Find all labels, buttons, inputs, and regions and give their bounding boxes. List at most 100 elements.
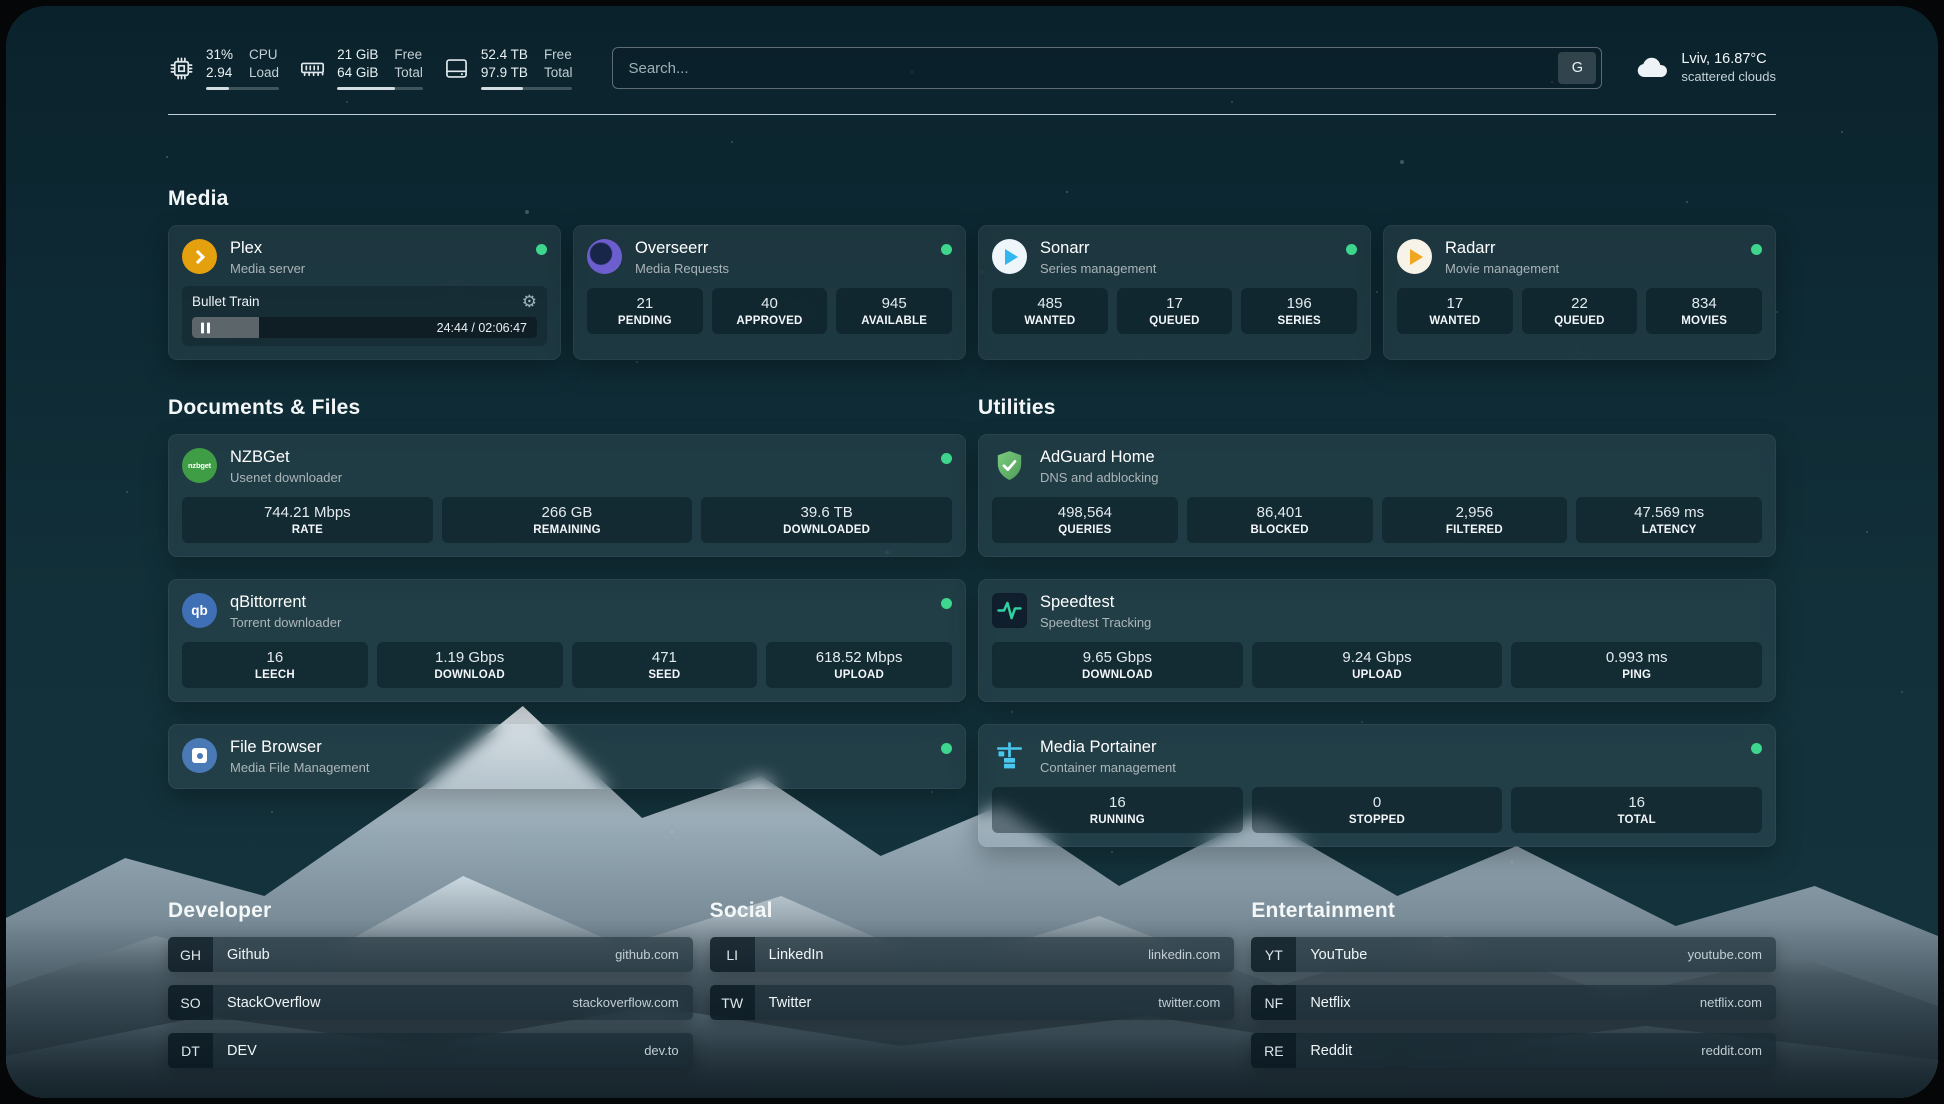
stat-label: LATENCY: [1641, 524, 1697, 536]
adguard-card[interactable]: AdGuard Home DNS and adblocking 498,564 …: [978, 434, 1776, 557]
stat-value: 498,564: [1057, 504, 1112, 521]
plex-card[interactable]: Plex Media server Bullet Train ⚙ 24:44 /…: [168, 225, 561, 360]
gear-icon[interactable]: ⚙: [521, 292, 537, 311]
bookmark-stackoverflow[interactable]: SO StackOverflow stackoverflow.com: [168, 985, 693, 1020]
snow-speckles: [6, 6, 8, 8]
memory-total-value: 64 GiB: [337, 65, 379, 80]
stat-label: AVAILABLE: [861, 315, 928, 327]
cpu-load-value: 2.94: [206, 65, 233, 80]
search-input[interactable]: [628, 59, 1559, 77]
disk-icon: [443, 55, 470, 82]
stat-value: 196: [1286, 295, 1312, 312]
cpu-usage-bar: [206, 87, 280, 91]
sonarr-name: Sonarr: [1040, 239, 1090, 257]
qbittorrent-icon: qb: [182, 593, 217, 628]
stat-upload: 618.52 Mbps UPLOAD: [766, 642, 952, 688]
bookmark-name: Twitter: [768, 994, 812, 1011]
stat-value: 16: [266, 649, 284, 666]
playback-time: 24:44 / 02:06:47: [436, 320, 527, 335]
dashboard-screen: 31% 2.94 CPU Load: [6, 6, 1938, 1098]
stat-label: DOWNLOAD: [1082, 669, 1153, 681]
bookmark-group-entertainment: Entertainment YT YouTube youtube.com NF …: [1251, 899, 1776, 1068]
bookmark-name: Reddit: [1310, 1042, 1353, 1059]
portainer-description: Container management: [1040, 760, 1176, 775]
search-provider-button[interactable]: G: [1558, 52, 1597, 84]
documents-column: Documents & Files nzbget NZBGet Usenet d…: [168, 396, 966, 847]
speedtest-card[interactable]: Speedtest Speedtest Tracking 9.65 Gbps D…: [978, 579, 1776, 702]
bookmark-youtube[interactable]: YT YouTube youtube.com: [1251, 937, 1776, 972]
bookmark-linkedin[interactable]: LI LinkedIn linkedin.com: [709, 937, 1235, 972]
nzbget-card[interactable]: nzbget NZBGet Usenet downloader 744.21 M…: [168, 434, 966, 557]
stat-available: 945 AVAILABLE: [836, 288, 952, 334]
stat-label: RATE: [291, 524, 323, 536]
stat-label: PING: [1622, 669, 1652, 681]
bookmark-abbr: LI: [709, 937, 755, 972]
bookmark-twitter[interactable]: TW Twitter twitter.com: [709, 985, 1235, 1020]
filebrowser-description: Media File Management: [230, 760, 370, 775]
cpu-label: CPU: [249, 46, 278, 62]
stat-download: 1.19 Gbps DOWNLOAD: [376, 642, 563, 688]
overseerr-card[interactable]: Overseerr Media Requests 21 PENDING 40 A…: [573, 225, 966, 360]
weather-condition: scattered clouds: [1681, 68, 1776, 84]
stat-label: SERIES: [1277, 315, 1321, 327]
disk-widget: 52.4 TB 97.9 TB Free Total: [443, 46, 573, 91]
stat-movies: 834 MOVIES: [1646, 288, 1762, 334]
stat-leech: 16 LEECH: [182, 642, 368, 688]
bookmark-abbr: TW: [709, 985, 755, 1020]
sonarr-description: Series management: [1040, 261, 1157, 276]
bookmark-github[interactable]: GH Github github.com: [168, 937, 693, 972]
section-title-media: Media: [168, 187, 229, 210]
memory-icon: [299, 55, 326, 82]
nzbget-status-dot: [941, 453, 952, 464]
adguard-icon: [992, 448, 1027, 483]
bookmark-domain: dev.to: [644, 1043, 679, 1058]
stat-value: 9.65 Gbps: [1082, 649, 1152, 666]
disk-free-label: Free: [543, 46, 572, 62]
overseerr-status-dot: [941, 244, 952, 255]
stat-value: 834: [1691, 295, 1717, 312]
qbittorrent-description: Torrent downloader: [230, 615, 342, 630]
search-bar[interactable]: G: [612, 47, 1603, 89]
stat-queued: 22 QUEUED: [1521, 288, 1638, 334]
radarr-description: Movie management: [1445, 261, 1560, 276]
resource-widgets: 31% 2.94 CPU Load: [168, 46, 573, 91]
bookmark-reddit[interactable]: RE Reddit reddit.com: [1251, 1033, 1776, 1068]
stat-value: 618.52 Mbps: [815, 649, 903, 666]
speedtest-description: Speedtest Tracking: [1040, 615, 1152, 630]
weather-location: Lviv, 16.87°C: [1681, 51, 1767, 68]
weather-widget: Lviv, 16.87°C scattered clouds: [1634, 50, 1776, 86]
bookmark-name: DEV: [227, 1042, 257, 1059]
memory-usage-bar: [337, 87, 423, 91]
qbittorrent-card[interactable]: qb qBittorrent Torrent downloader 16 LEE…: [168, 579, 966, 702]
stat-value: 485: [1037, 295, 1063, 312]
stat-pending: 21 PENDING: [587, 288, 703, 334]
load-label: Load: [249, 65, 280, 80]
bookmark-abbr: NF: [1251, 985, 1297, 1020]
bookmark-abbr: YT: [1251, 937, 1297, 972]
stat-downloaded: 39.6 TB DOWNLOADED: [701, 497, 952, 543]
filebrowser-icon: [182, 738, 217, 773]
bookmark-domain: reddit.com: [1701, 1043, 1762, 1058]
stat-label: DOWNLOAD: [434, 669, 505, 681]
bookmark-group-title: Social: [709, 899, 773, 922]
bookmark-dev[interactable]: DT DEV dev.to: [168, 1033, 693, 1068]
filebrowser-card[interactable]: File Browser Media File Management: [168, 724, 966, 789]
bookmark-domain: stackoverflow.com: [572, 995, 679, 1010]
stat-label: QUEUED: [1554, 315, 1605, 327]
bookmark-group-social: Social LI LinkedIn linkedin.com TW Twitt…: [709, 899, 1235, 1068]
bookmark-abbr: SO: [168, 985, 213, 1020]
disk-free-value: 52.4 TB: [480, 46, 528, 62]
cpu-widget: 31% 2.94 CPU Load: [168, 46, 280, 91]
stat-seed: 471 SEED: [571, 642, 758, 688]
stat-wanted: 17 WANTED: [1397, 288, 1513, 334]
bookmark-netflix[interactable]: NF Netflix netflix.com: [1251, 985, 1776, 1020]
portainer-status-dot: [1751, 743, 1762, 754]
stat-approved: 40 APPROVED: [711, 288, 828, 334]
bookmark-name: Netflix: [1310, 994, 1351, 1011]
bookmark-domain: github.com: [615, 947, 679, 962]
speedtest-icon: [992, 593, 1027, 628]
radarr-card[interactable]: Radarr Movie management 17 WANTED 22 QUE…: [1383, 225, 1776, 360]
stat-label: PENDING: [617, 315, 672, 327]
portainer-card[interactable]: Media Portainer Container management 16 …: [978, 724, 1776, 847]
sonarr-card[interactable]: Sonarr Series management 485 WANTED 17 Q…: [978, 225, 1371, 360]
